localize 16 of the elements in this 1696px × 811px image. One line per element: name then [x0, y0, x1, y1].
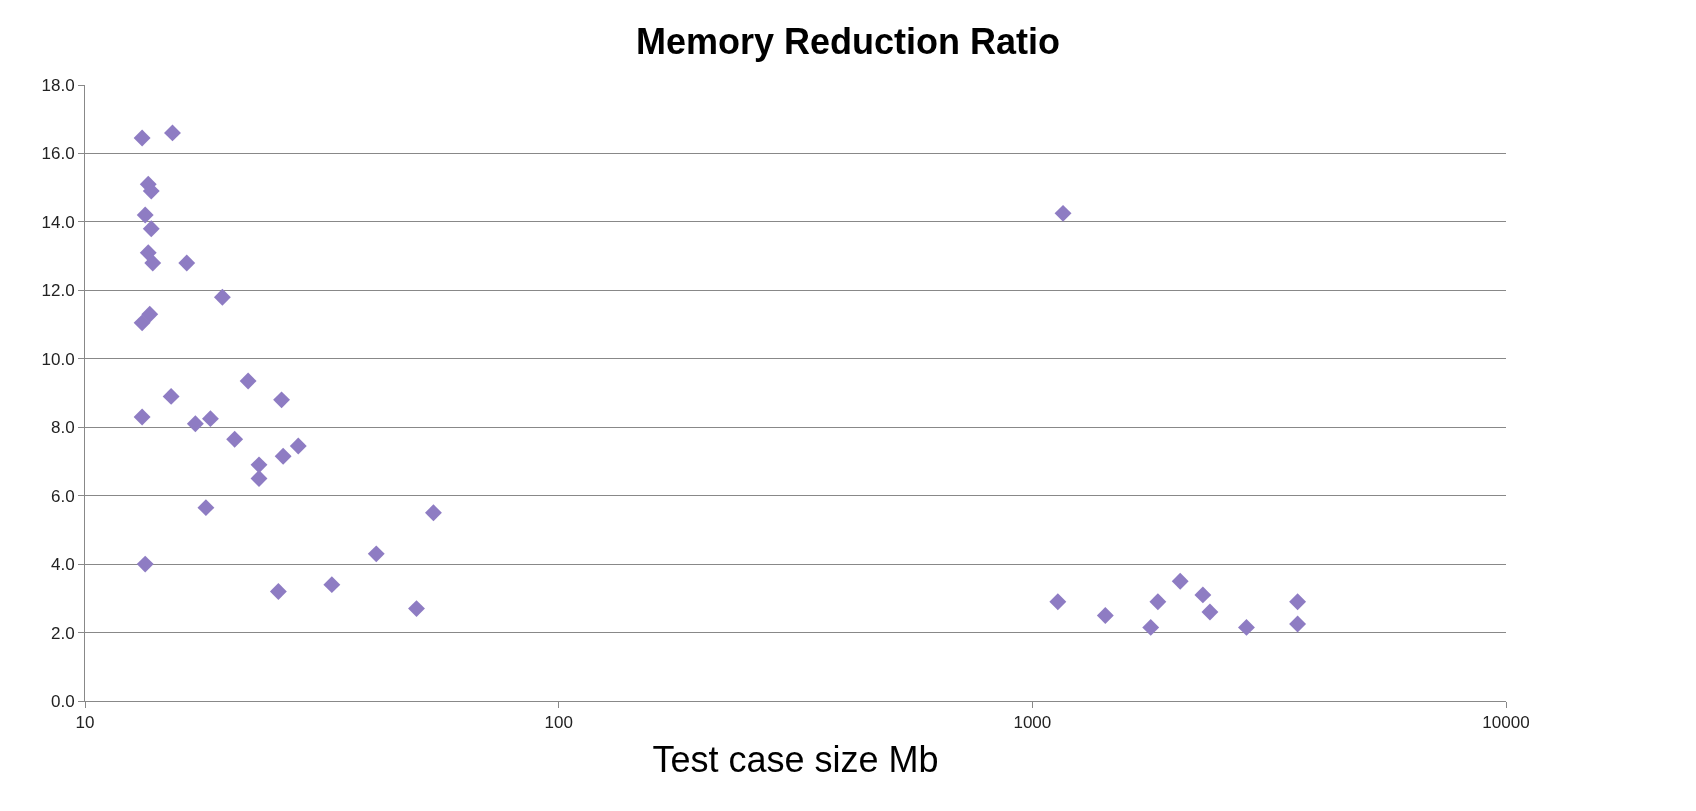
x-tick-label: 1000: [1013, 713, 1052, 733]
y-tick-label: 6.0: [50, 486, 75, 506]
y-tick-label: 8.0: [50, 418, 75, 438]
x-tick-label: 10: [75, 713, 95, 733]
chart-title: Memory Reduction Ratio: [635, 20, 1061, 62]
y-tick-label: 18.0: [41, 75, 75, 95]
y-tick-label: 4.0: [50, 555, 75, 575]
y-tick-label: 10.0: [41, 349, 75, 369]
y-tick-label: 2.0: [50, 623, 75, 643]
y-tick-label: 0.0: [50, 691, 75, 711]
x-tick-label: 100: [544, 713, 573, 733]
y-tick-label: 16.0: [41, 144, 75, 164]
y-tick-label: 14.0: [41, 212, 75, 232]
y-tick-label: 12.0: [41, 281, 75, 301]
x-tick-label: 10000: [1482, 713, 1530, 733]
x-axis-title: Test case size Mb: [652, 739, 939, 781]
